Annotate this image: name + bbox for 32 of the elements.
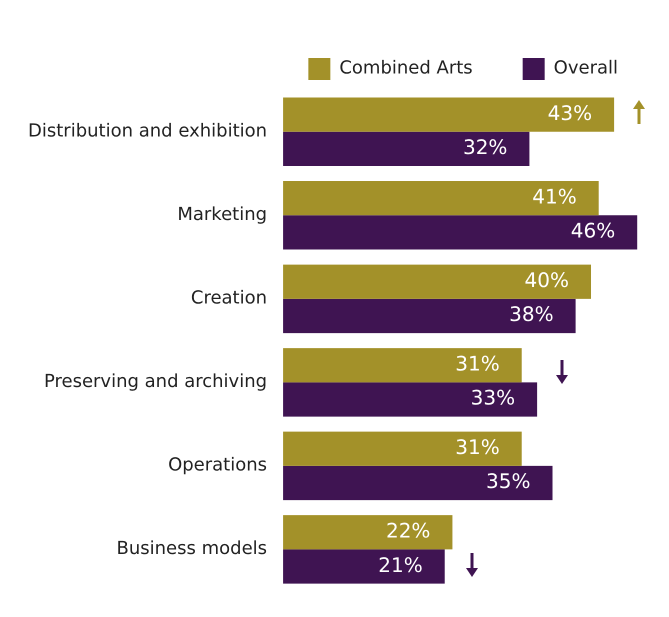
data-label: 31% (455, 434, 500, 459)
data-label: 22% (386, 518, 430, 543)
bar (283, 181, 599, 216)
bar (283, 98, 614, 132)
data-label: 43% (548, 100, 592, 125)
y-tick-label: Distribution and exhibition (28, 120, 268, 142)
legend-label: Overall (554, 58, 618, 79)
bar (283, 382, 538, 417)
bar (283, 298, 576, 334)
y-tick-label: Operations (168, 454, 268, 476)
bar (283, 348, 522, 382)
bar (283, 132, 530, 166)
bar (283, 466, 553, 500)
data-label: 46% (570, 218, 616, 243)
data-label: 35% (486, 469, 531, 494)
bar (283, 549, 445, 584)
data-label: 31% (455, 351, 500, 376)
data-label: 33% (470, 386, 516, 410)
bar (283, 515, 452, 550)
y-tick-label: Business models (116, 538, 268, 560)
bar (283, 264, 592, 299)
y-tick-label: Creation (190, 288, 268, 309)
data-label: 32% (462, 135, 508, 160)
data-label: 41% (532, 184, 577, 208)
bar (283, 432, 522, 466)
data-label: 21% (378, 552, 423, 577)
data-label: 40% (524, 268, 570, 292)
legend-label: Combined Arts (339, 58, 473, 79)
bar (283, 215, 638, 250)
y-tick-label: Preserving and archiving (44, 371, 268, 392)
data-label: 38% (509, 302, 554, 326)
y-tick-label: Marketing (177, 204, 268, 225)
